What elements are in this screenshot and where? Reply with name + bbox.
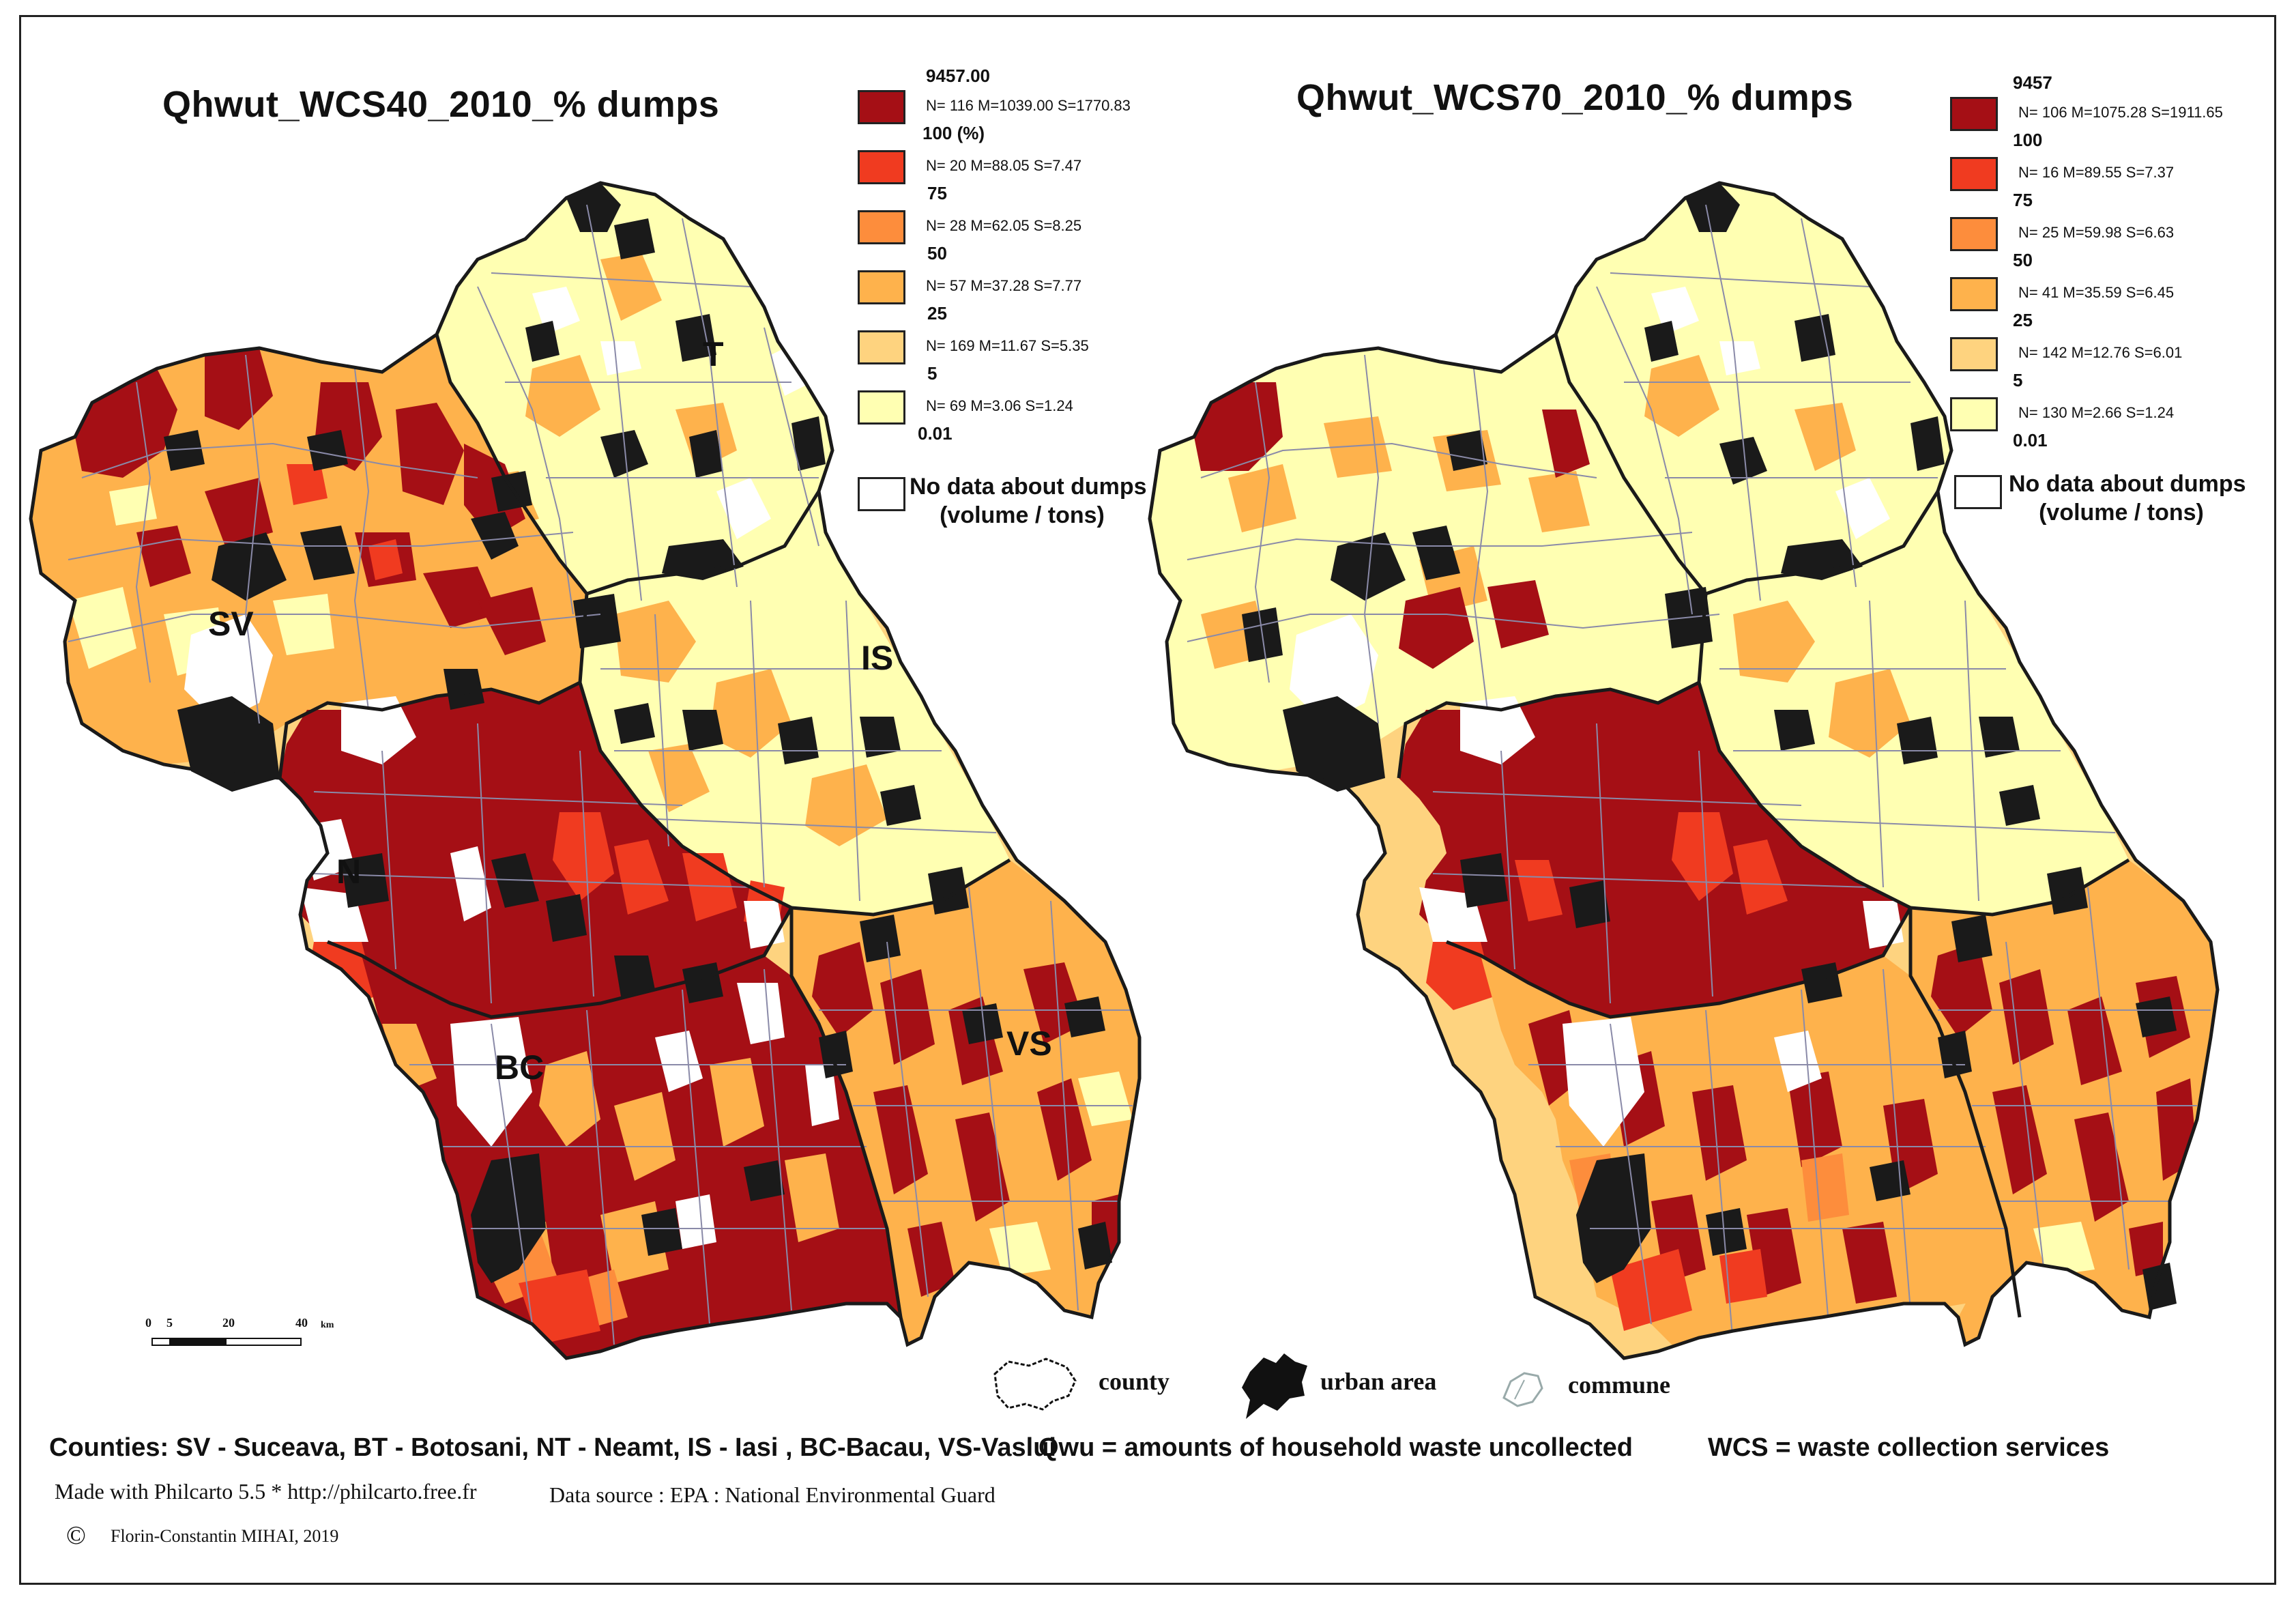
legend-stats: N= 20 M=88.05 S=7.47 xyxy=(926,157,1082,174)
legend-class: N= 25 M=59.98 S=6.63 50 xyxy=(1950,206,2296,270)
legend-class: N= 28 M=62.05 S=8.25 50 xyxy=(858,199,1212,263)
legend-swatch xyxy=(858,330,905,364)
legend-stats: N= 28 M=62.05 S=8.25 xyxy=(926,217,1082,234)
legend-nodata-label: No data about dumps (volume / tons) xyxy=(2009,470,2246,527)
legend-stats: N= 69 M=3.06 S=1.24 xyxy=(926,397,1073,414)
legend-right: 9457 N= 106 M=1075.28 S=1911.65 100 N= 1… xyxy=(1950,72,2296,550)
legend-bound: 25 xyxy=(927,303,947,324)
legend-swatch xyxy=(1950,337,1998,371)
footer-wcs: WCS = waste collection services xyxy=(1708,1433,2110,1462)
legend-stats: N= 106 M=1075.28 S=1911.65 xyxy=(2018,104,2223,121)
legend-swatch xyxy=(858,90,905,124)
legend-stats: N= 16 M=89.55 S=7.37 xyxy=(2018,164,2175,181)
legend-stats: N= 41 M=35.59 S=6.45 xyxy=(2018,284,2175,301)
legend-class: N= 130 M=2.66 S=1.24 0.01 xyxy=(1950,386,2296,450)
legend-nodata-swatch xyxy=(858,477,905,511)
legend-swatch xyxy=(858,150,905,184)
legend-top-value: 9457 xyxy=(2013,72,2052,93)
copyright-icon: © xyxy=(66,1521,86,1550)
legend-swatch xyxy=(858,270,905,304)
legend-bound: 50 xyxy=(927,243,947,263)
legend-swatch xyxy=(1950,97,1998,131)
urban-area-label: urban area xyxy=(1320,1368,1437,1395)
legend-class: N= 41 M=35.59 S=6.45 25 xyxy=(1950,266,2296,330)
legend-swatch xyxy=(858,210,905,244)
legend-class: N= 142 M=12.76 S=6.01 5 xyxy=(1950,326,2296,390)
legend-class: N= 169 M=11.67 S=5.35 5 xyxy=(858,319,1212,384)
footer-data-source: Data source : EPA : National Environment… xyxy=(549,1482,996,1507)
nodata-line2: (volume / tons) xyxy=(2039,500,2204,526)
legend-bound: 0.01 xyxy=(2013,430,2048,450)
legend-class: N= 69 M=3.06 S=1.24 0.01 xyxy=(858,379,1212,444)
scale-tick-20: 20 xyxy=(222,1316,235,1330)
legend-stats: N= 169 M=11.67 S=5.35 xyxy=(926,337,1089,354)
legend-swatch xyxy=(1950,397,1998,431)
nodata-line1: No data about dumps xyxy=(2009,471,2246,497)
map-frame xyxy=(19,15,2276,1585)
county-label-sv: SV xyxy=(208,605,254,643)
footer-qwu: Qwu = amounts of household waste uncolle… xyxy=(1038,1433,1633,1462)
county-symbol-label: county xyxy=(1099,1368,1170,1395)
legend-left: 9457.00 N= 116 M=1039.00 S=1770.83 100 (… xyxy=(858,66,1212,543)
scale-tick-5: 5 xyxy=(166,1316,173,1330)
legend-bound: 5 xyxy=(927,363,938,384)
legend-stats: N= 116 M=1039.00 S=1770.83 xyxy=(926,97,1131,114)
legend-bound: 0.01 xyxy=(918,423,953,444)
county-label-bc: BC xyxy=(495,1048,544,1087)
legend-bound: 50 xyxy=(2013,250,2033,270)
scale-bar xyxy=(151,1331,308,1351)
urban-area-icon xyxy=(1242,1353,1307,1419)
legend-bound: 75 xyxy=(2013,190,2033,210)
commune-label: commune xyxy=(1568,1371,1670,1398)
legend-stats: N= 142 M=12.76 S=6.01 xyxy=(2018,344,2183,361)
footer-copyright: Florin-Constantin MIHAI, 2019 xyxy=(111,1526,339,1546)
county-label-is: IS xyxy=(861,639,894,677)
legend-swatch xyxy=(1950,217,1998,251)
legend-top-value: 9457.00 xyxy=(926,66,990,86)
county-symbol-icon xyxy=(993,1358,1077,1411)
legend-nodata-label: No data about dumps (volume / tons) xyxy=(910,472,1147,530)
legend-swatch xyxy=(1950,157,1998,191)
legend-bound: 5 xyxy=(2013,370,2023,390)
legend-bound: 100 (%) xyxy=(922,123,985,143)
legend-nodata-swatch xyxy=(1954,475,2002,509)
nodata-line1: No data about dumps xyxy=(910,474,1147,500)
scale-tick-0: 0 xyxy=(145,1316,151,1330)
nodata-line2: (volume / tons) xyxy=(940,502,1105,528)
legend-bound: 25 xyxy=(2013,310,2033,330)
legend-class: N= 57 M=37.28 S=7.77 25 xyxy=(858,259,1212,324)
map-title-right: Qhwut_WCS70_2010_% dumps xyxy=(1296,77,1854,118)
map-title-left: Qhwut_WCS40_2010_% dumps xyxy=(162,84,720,125)
legend-swatch xyxy=(1950,277,1998,311)
county-label-bt: T xyxy=(703,335,724,373)
scale-tick-40: 40 xyxy=(295,1316,308,1330)
county-label-vs: VS xyxy=(1006,1024,1052,1063)
commune-icon xyxy=(1502,1372,1543,1407)
legend-class: N= 106 M=1075.28 S=1911.65 100 xyxy=(1950,86,2296,150)
legend-bound: 100 xyxy=(2013,130,2043,150)
legend-class: N= 20 M=88.05 S=7.47 75 xyxy=(858,139,1212,203)
legend-stats: N= 130 M=2.66 S=1.24 xyxy=(2018,404,2175,421)
footer-made-with: Made with Philcarto 5.5 * http://philcar… xyxy=(55,1479,477,1504)
legend-swatch xyxy=(858,390,905,425)
scale-unit: km xyxy=(321,1320,334,1330)
legend-class: N= 16 M=89.55 S=7.37 75 xyxy=(1950,146,2296,210)
legend-stats: N= 57 M=37.28 S=7.77 xyxy=(926,277,1082,294)
footer-counties: Counties: SV - Suceava, BT - Botosani, N… xyxy=(49,1433,1056,1462)
legend-stats: N= 25 M=59.98 S=6.63 xyxy=(2018,224,2175,241)
county-label-nt: N xyxy=(336,852,362,891)
legend-class: N= 116 M=1039.00 S=1770.83 100 (%) xyxy=(858,79,1212,143)
legend-bound: 75 xyxy=(927,183,947,203)
